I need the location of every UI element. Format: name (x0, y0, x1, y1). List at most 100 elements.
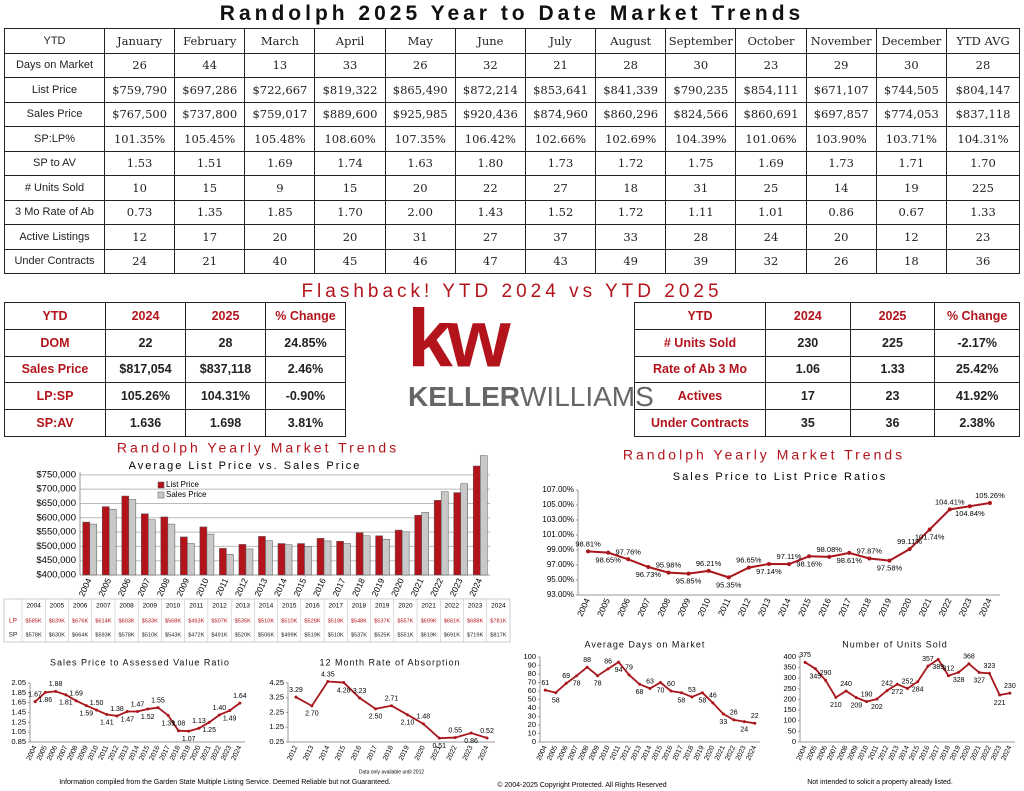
data-label: 97.87% (857, 546, 883, 555)
table-cell: Sales Price (4, 101, 105, 127)
bar (160, 516, 169, 576)
page-title: Randolph 2025 Year to Date Market Trends (219, 2, 805, 25)
logo-williams: WILLIAMS (520, 381, 654, 412)
bar (362, 535, 371, 576)
data-label: 1.48 (417, 714, 431, 721)
logo-text: KELLERWILLIAMS (408, 381, 654, 412)
bar (479, 455, 488, 576)
table-cell: $697,857 (805, 101, 877, 127)
point (310, 704, 314, 708)
y-tick-label: $700,000 (36, 484, 76, 495)
table-value: $507K (211, 618, 227, 624)
data-label: 70 (657, 687, 665, 694)
table-cell: 1.69 (735, 150, 807, 176)
table-cell: $865,490 (384, 77, 456, 103)
x-tick-label: 2020 (414, 745, 427, 762)
table-cell: $767,500 (103, 101, 176, 127)
y-tick-label: $450,000 (36, 555, 76, 566)
table-cell: 1.06 (765, 355, 851, 384)
point (721, 712, 725, 716)
data-label: 98.81% (575, 539, 601, 548)
data-label: 2.50 (369, 714, 383, 721)
table-year: 2024 (491, 603, 506, 610)
x-tick-label: 2012 (736, 596, 753, 618)
bar (128, 499, 137, 576)
y-tick-label: 50 (788, 726, 796, 735)
table-year: 2004 (26, 603, 41, 610)
data-label: 86 (604, 659, 612, 666)
x-tick-label: 2014 (272, 576, 289, 598)
x-tick-label: 2016 (350, 745, 363, 762)
table-cell: 35 (765, 409, 851, 437)
data-label: 290 (820, 670, 832, 677)
bar (394, 529, 403, 576)
data-label: 105.26% (975, 491, 1005, 500)
point (834, 695, 838, 699)
point (690, 695, 694, 699)
table-value: $533K (142, 618, 158, 624)
bar (245, 548, 254, 576)
table-cell: 106.42% (454, 126, 526, 152)
data-label: 1.86 (39, 697, 53, 704)
data-label: 60 (667, 681, 675, 688)
table-cell: 1.33 (946, 199, 1020, 225)
data-label: 24 (740, 726, 748, 733)
point (421, 722, 425, 726)
data-label: 46 (709, 693, 717, 700)
table-cell: Days on Market (4, 52, 105, 78)
x-tick-label: 2004 (77, 576, 94, 598)
table-value: $593K (95, 632, 111, 638)
bar (258, 536, 266, 576)
bar (382, 538, 390, 576)
table-cell: 22 (105, 328, 186, 357)
data-label: 4.28 (337, 687, 351, 694)
table-cell: 1.69 (244, 150, 316, 176)
point (105, 712, 109, 716)
y-tick-label: 1.25 (269, 722, 284, 731)
y-tick-label: 0 (532, 737, 536, 746)
data-label: 1.38 (110, 706, 124, 713)
bar (355, 532, 364, 576)
table-cell: Actives (634, 382, 766, 411)
chart-title: Sales Price to Assessed Value Ratio (50, 657, 230, 667)
table-cell: 28 (665, 224, 737, 250)
table-cell: $860,296 (595, 101, 667, 127)
x-tick-label: 2006 (615, 596, 632, 618)
point (711, 701, 715, 705)
table-cell: 1.33 (849, 355, 936, 384)
data-label: 0.52 (480, 728, 494, 735)
footer-center: © 2004-2025 Copyright Protected. All Rig… (497, 781, 666, 789)
data-label: 95.98% (656, 561, 682, 570)
y-tick-label: 30 (528, 711, 536, 720)
y-tick-label: $550,000 (36, 527, 76, 538)
table-value: $518K (328, 618, 344, 624)
table-year: 2005 (50, 603, 65, 610)
y-tick-label: 1.25 (11, 717, 26, 726)
table-cell: 104.31% (946, 126, 1020, 152)
y-tick-label: 0 (792, 737, 796, 746)
table-cell: 20 (805, 224, 877, 250)
table-value: $639K (49, 618, 65, 624)
table-cell: 105.26% (105, 382, 186, 411)
table-row: # Units Sold 230 225 -2.17% (634, 328, 1020, 357)
table-value: $781K (490, 618, 506, 624)
data-label: 3.23 (353, 688, 367, 695)
table-year: 2008 (119, 603, 134, 610)
bar (284, 544, 293, 576)
point (669, 689, 673, 693)
legend-label: Sales Price (166, 490, 207, 499)
table-cell: 15 (174, 175, 246, 201)
x-tick-label: 2021 (916, 596, 933, 618)
point (626, 557, 631, 562)
x-tick-label: 2013 (756, 596, 773, 618)
y-tick-label: 400 (783, 652, 796, 661)
table-value: $510K (281, 618, 297, 624)
table-cell: 47 (454, 248, 526, 274)
table-cell: 30 (875, 52, 948, 78)
y-tick-label: 2.05 (11, 678, 26, 687)
point (606, 667, 610, 671)
x-tick-label: 2018 (382, 745, 395, 762)
data-label: 98.65% (595, 556, 621, 565)
